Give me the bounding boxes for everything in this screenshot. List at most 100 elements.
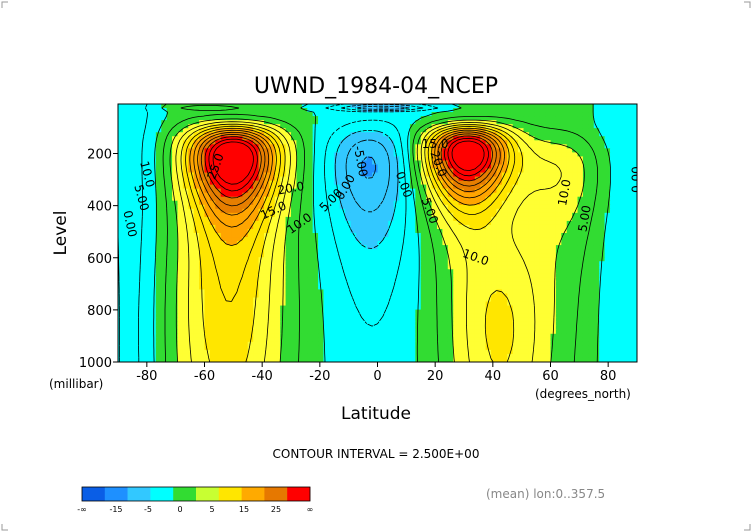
contour-cell [280,257,287,262]
contour-cell [204,204,211,210]
contour-cell [182,224,189,230]
contour-cell [247,196,254,202]
contour-cell [534,281,541,287]
contour-cell [226,188,233,194]
contour-cell [318,104,325,109]
contour-cell [258,160,265,166]
contour-cell [139,116,146,121]
contour-cell [539,192,546,198]
contour-cell [528,132,535,137]
contour-cell [166,249,173,254]
contour-cell [458,261,465,266]
contour-cell [382,204,389,210]
contour-cell [447,112,454,117]
contour-cell [442,172,449,178]
contour-cell [458,224,465,230]
contour-cell [247,140,254,145]
contour-cell [247,132,254,137]
contour-cell [361,273,368,278]
contour-cell [128,148,135,153]
contour-cell [307,172,314,178]
contour-cell [593,140,600,145]
contour-cell [280,112,287,117]
contour-cell [458,289,465,295]
contour-cell [258,192,265,198]
contour-cell [572,265,579,270]
contour-cell [426,293,433,299]
contour-cell [593,249,600,254]
contour-cell [399,253,406,258]
contour-cell [139,224,146,230]
contour-cell [534,249,541,254]
contour-cell [512,144,519,149]
contour-cell [145,108,152,113]
contour-cell [285,228,292,234]
contour-cell [366,176,373,182]
contour-cell [377,164,384,170]
contour-cell [453,281,460,287]
contour-cell [631,124,637,129]
contour-cell [458,188,465,194]
contour-cell [507,160,514,166]
contour-cell [161,253,168,258]
contour-cell [301,241,308,246]
contour-cell [323,253,330,258]
contour-cell [355,168,362,174]
contour-cell [280,180,287,186]
contour-cell [199,116,206,121]
contour-cell [242,261,249,266]
contour-cell [620,108,627,113]
contour-cell [296,144,303,149]
contour-cell [291,128,298,133]
contour-cell [604,132,611,137]
contour-cell [134,208,141,214]
contour-cell [577,196,584,202]
contour-cell [172,293,179,299]
contour-cell [323,200,330,206]
contour-cell [577,200,584,206]
contour-cell [577,241,584,246]
contour-cell [166,253,173,258]
contour-cell [512,249,519,254]
contour-cell [620,168,627,174]
contour-cell [566,168,573,174]
contour-cell [447,152,454,158]
contour-cell [177,124,184,129]
contour-cell [582,249,589,254]
contour-cell [253,180,260,186]
contour-cell [539,148,546,153]
contour-cell [572,172,579,178]
contour-cell [431,309,438,315]
contour-cell [404,261,411,266]
contour-cell [339,148,346,153]
contour-cell [328,148,335,153]
contour-cell [231,160,238,166]
contour-cell [188,180,195,186]
plot-area: 10.05.000.0025.020.015.010.05.000.00-5.0… [118,104,637,362]
contour-cell [334,200,341,206]
contour-cell [355,305,362,311]
contour-cell [177,116,184,121]
contour-cell [469,301,476,307]
contour-cell [285,220,292,226]
contour-cell [128,309,135,315]
contour-cell [404,237,411,242]
contour-cell [409,249,416,254]
contour-cell [242,192,249,198]
contour-cell [464,309,471,315]
contour-cell [523,277,530,282]
contour-cell [550,212,557,218]
contour-cell [545,261,552,266]
contour-cell [561,220,568,226]
contour-cell [253,140,260,145]
contour-cell [436,237,443,242]
contour-cell [550,176,557,182]
contour-cell [307,216,314,222]
contour-cell [555,224,562,230]
contour-cell [361,277,368,282]
contour-cell [572,112,579,117]
contour-cell [409,164,416,170]
contour-cell [399,289,406,295]
contour-cell [561,261,568,266]
contour-cell [128,285,135,291]
